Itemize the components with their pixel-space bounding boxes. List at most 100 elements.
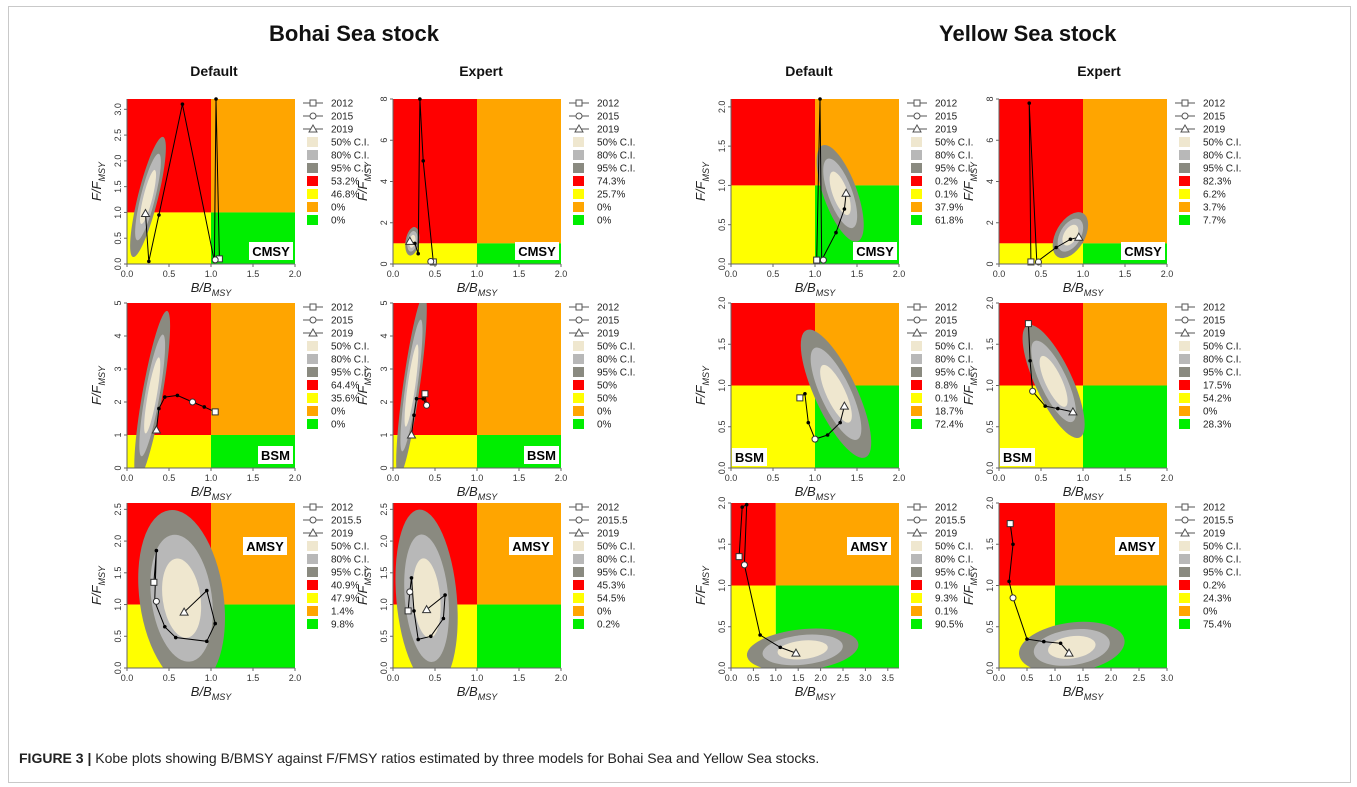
marker-mid-year bbox=[1034, 258, 1042, 266]
legend-quadrant-swatch bbox=[911, 419, 922, 429]
legend-quadrant-swatch bbox=[1179, 189, 1190, 199]
legend-ci-swatch bbox=[307, 567, 318, 577]
x-tick-label: 0.5 bbox=[767, 269, 780, 279]
legend: 2012 2015 2019 50% C.I. 80% C.I. 95% C.I. 82.3… bbox=[1175, 99, 1241, 227]
x-tick-label: 1.0 bbox=[471, 673, 484, 683]
legend-circle-icon bbox=[913, 516, 921, 524]
legend-circle-icon bbox=[913, 316, 921, 324]
legend-square-icon bbox=[309, 303, 317, 311]
x-tick-label: 0.5 bbox=[1035, 473, 1048, 483]
model-label: AMSY bbox=[850, 539, 888, 554]
legend-quadrant-swatch bbox=[307, 215, 318, 225]
legend-ci-swatch bbox=[573, 541, 584, 551]
legend-quadrant-swatch bbox=[307, 380, 318, 390]
model-label-box bbox=[258, 446, 293, 464]
legend-ci-swatch bbox=[1179, 354, 1190, 364]
legend: 2012 2015.5 2019 50% C.I. 80% C.I. 95% C.I. 0.… bbox=[907, 503, 973, 631]
y-tick-label: 1.5 bbox=[717, 140, 727, 153]
legend-ci-swatch bbox=[1179, 150, 1190, 160]
x-tick-label: 1.5 bbox=[247, 673, 260, 683]
x-tick-label: 1.0 bbox=[471, 473, 484, 483]
legend-quadrant-swatch bbox=[573, 619, 584, 629]
legend-year: 2015.5 bbox=[935, 516, 966, 527]
legend-percentage: 0% bbox=[1203, 607, 1218, 618]
legend-ci-label: 50% C.I. bbox=[597, 138, 635, 149]
legend-percentage: 0% bbox=[1203, 407, 1218, 418]
legend-ci-label: 95% C.I. bbox=[1203, 568, 1241, 579]
model-label-box bbox=[243, 537, 287, 555]
kobe-plot-amsy-8: 0.0 0.5 1.0 1.5 2.0 0.0 0.5 1.0 1.5 2.0 2.5 B/BMSY F… bbox=[89, 503, 369, 703]
y-axis-label: F/FMSY bbox=[89, 565, 107, 605]
x-tick-label: 1.0 bbox=[1077, 473, 1090, 483]
legend-quadrant-swatch bbox=[307, 202, 318, 212]
trajectory-point bbox=[1068, 237, 1073, 242]
legend-quadrant-swatch bbox=[307, 419, 318, 429]
marker-mid-year bbox=[423, 401, 431, 409]
model-label-box bbox=[1115, 537, 1159, 555]
legend-ci-label: 95% C.I. bbox=[1203, 164, 1241, 175]
model-label-box bbox=[732, 448, 767, 466]
y-tick-label: 2 bbox=[379, 399, 389, 404]
quadrant-yellow bbox=[731, 185, 815, 264]
ci-50-region bbox=[829, 171, 851, 216]
x-tick-label: 1.5 bbox=[247, 473, 260, 483]
y-axis-label: F/FMSY bbox=[89, 161, 107, 201]
legend-ci-label: 95% C.I. bbox=[597, 164, 635, 175]
legend: 2012 2015 2019 50% C.I. 80% C.I. 95% C.I. 17.5… bbox=[1175, 303, 1241, 431]
legend-triangle-icon bbox=[308, 123, 318, 133]
marker-first-year bbox=[796, 394, 804, 402]
x-tick-label: 0.5 bbox=[429, 673, 442, 683]
x-tick-label: 2.5 bbox=[837, 673, 850, 683]
legend-percentage: 50% bbox=[597, 381, 617, 392]
legend-ci-label: 80% C.I. bbox=[1203, 151, 1241, 162]
x-tick-label: 1.0 bbox=[809, 269, 822, 279]
x-tick-label: 2.5 bbox=[1133, 673, 1146, 683]
legend-square-icon bbox=[913, 303, 921, 311]
legend-ci-swatch bbox=[307, 554, 318, 564]
legend-percentage: 7.7% bbox=[1203, 216, 1226, 227]
legend-percentage: 90.5% bbox=[935, 620, 963, 631]
marker-mid-year bbox=[1009, 594, 1017, 602]
legend-ci-label: 50% C.I. bbox=[331, 342, 369, 353]
legend-percentage: 25.7% bbox=[597, 190, 625, 201]
legend-ci-label: 80% C.I. bbox=[331, 151, 369, 162]
legend-ci-swatch bbox=[1179, 163, 1190, 173]
trajectory-point bbox=[1027, 101, 1032, 105]
marker-mid-year bbox=[740, 561, 748, 569]
figure-headers: Bohai Sea stock Yellow Sea stock Default… bbox=[9, 7, 1350, 87]
y-tick-label: 2.0 bbox=[717, 497, 727, 510]
legend-circle-icon bbox=[913, 112, 921, 120]
legend-square-icon bbox=[913, 503, 921, 511]
trajectory-line bbox=[816, 99, 847, 261]
legend-triangle-icon bbox=[308, 527, 318, 537]
legend-quadrant-swatch bbox=[307, 619, 318, 629]
x-tick-label: 2.0 bbox=[289, 673, 302, 683]
x-tick-label: 0.5 bbox=[163, 673, 176, 683]
model-label: CMSY bbox=[856, 244, 894, 259]
legend-percentage: 0.2% bbox=[1203, 581, 1226, 592]
legend-quadrant-swatch bbox=[573, 606, 584, 616]
legend-year: 2019 bbox=[331, 329, 354, 340]
marker-first-year bbox=[404, 607, 412, 615]
x-axis-label: B/BMSY bbox=[457, 684, 498, 702]
legend-percentage: 64.4% bbox=[331, 381, 359, 392]
y-tick-label: 1.0 bbox=[717, 579, 727, 592]
y-tick-label: 2.5 bbox=[113, 503, 123, 516]
legend-quadrant-swatch bbox=[1179, 380, 1190, 390]
quadrant-orange bbox=[211, 99, 295, 213]
marker-first-year bbox=[1027, 258, 1035, 266]
x-tick-label: 1.5 bbox=[851, 269, 864, 279]
legend-percentage: 1.4% bbox=[331, 607, 354, 618]
legend-quadrant-swatch bbox=[1179, 593, 1190, 603]
legend-ci-label: 50% C.I. bbox=[935, 342, 973, 353]
legend-quadrant-swatch bbox=[573, 406, 584, 416]
legend: 2012 2015 2019 50% C.I. 80% C.I. 95% C.I. 8.8%… bbox=[907, 303, 973, 431]
legend-percentage: 0% bbox=[331, 420, 346, 431]
legend: 2012 2015.5 2019 50% C.I. 80% C.I. 95% C.I. 0.… bbox=[1175, 503, 1241, 631]
legend-triangle-icon bbox=[574, 327, 584, 337]
legend-ci-label: 95% C.I. bbox=[597, 368, 635, 379]
legend-quadrant-swatch bbox=[911, 189, 922, 199]
x-tick-label: 2.0 bbox=[814, 673, 827, 683]
legend-ci-swatch bbox=[1179, 367, 1190, 377]
legend-quadrant-swatch bbox=[573, 215, 584, 225]
